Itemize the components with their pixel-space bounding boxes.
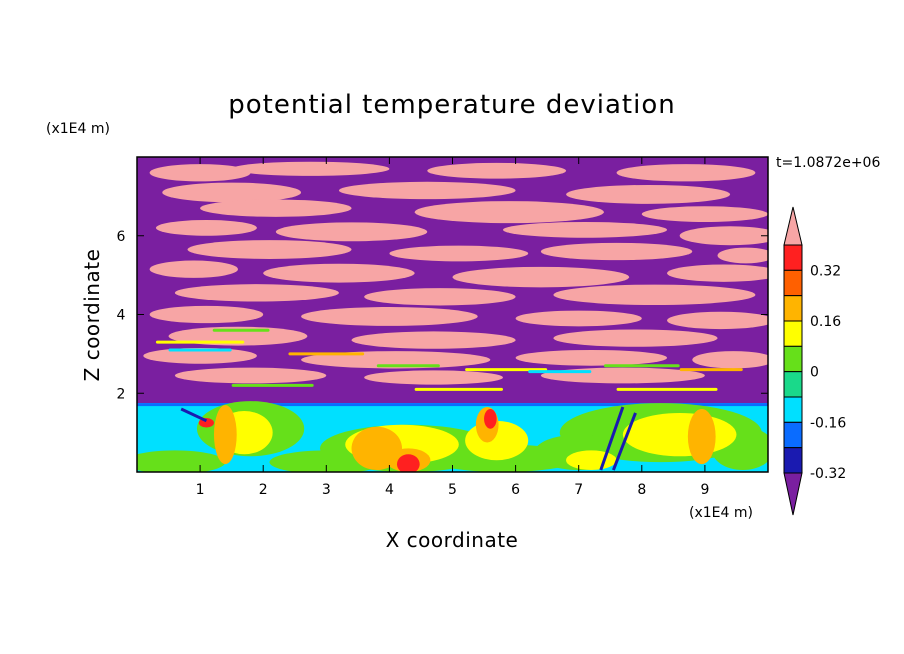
colorbar-box	[783, 269, 803, 297]
pink-streak	[364, 288, 516, 306]
filament	[168, 348, 232, 352]
x-tick-label: 4	[385, 482, 394, 498]
y-axis: 2 4 6	[117, 229, 768, 402]
pink-streak	[679, 226, 768, 246]
pink-streak	[553, 284, 756, 306]
plume-region	[396, 454, 420, 472]
plume-region	[622, 412, 737, 457]
pink-streak	[566, 184, 731, 204]
pink-streak	[351, 331, 516, 349]
y-tick-label: 6	[117, 229, 126, 245]
pink-streak	[667, 311, 768, 330]
x-tick-label: 1	[196, 482, 205, 498]
pink-streak	[162, 182, 302, 203]
pink-streak	[717, 247, 768, 264]
pink-streak	[502, 221, 668, 238]
downdraft-streak	[612, 412, 637, 471]
pink-streak	[174, 367, 327, 384]
pink-streak	[143, 347, 257, 364]
plume-region	[213, 405, 237, 465]
pink-streak	[231, 161, 390, 176]
pink-streak	[692, 351, 768, 369]
filament	[231, 383, 314, 387]
colorbar-box	[783, 295, 803, 322]
colorbar-extend-top	[783, 206, 803, 246]
pink-streak	[667, 264, 768, 282]
colorbar-box	[783, 244, 803, 271]
pink-streak	[641, 206, 768, 222]
pink-streak	[427, 162, 567, 179]
plume-region	[566, 450, 617, 471]
boundary-edge	[137, 403, 768, 407]
filament	[616, 387, 718, 391]
x-axis-title: X coordinate	[386, 528, 519, 552]
pink-streak	[149, 260, 238, 278]
x-unit-label: (x1E4 m)	[689, 505, 753, 521]
contour-field	[137, 157, 768, 472]
colorbar-box	[783, 447, 803, 474]
filament	[414, 387, 503, 391]
colorbar-label: 0.32	[810, 263, 841, 279]
y-axis-title: Z coordinate	[80, 249, 104, 382]
y-unit-label: (x1E4 m)	[46, 121, 110, 137]
pink-streak	[275, 222, 428, 242]
x-tick-label: 8	[637, 482, 646, 498]
colorbar-extend-bottom	[783, 472, 803, 516]
chart-title: potential temperature deviation	[228, 90, 675, 120]
pink-streak	[616, 164, 756, 182]
pink-streak	[149, 305, 264, 324]
downdraft-streak	[180, 407, 208, 423]
plume-region	[137, 450, 226, 472]
pink-streak	[174, 284, 339, 302]
plume-region	[484, 409, 497, 429]
pink-streak	[364, 370, 503, 385]
colorbar-box	[783, 320, 803, 347]
pink-streak	[389, 245, 529, 262]
filament	[679, 368, 743, 372]
x-tick-label: 9	[700, 482, 709, 498]
pink-streak	[301, 307, 478, 326]
colorbar-label: -0.32	[810, 466, 846, 482]
filament	[603, 364, 680, 368]
colorbar-box	[783, 371, 803, 398]
pink-streak	[263, 263, 415, 283]
pink-streak	[301, 351, 491, 369]
x-axis: 1 2 3 4 5 6 7 8 9	[196, 157, 709, 498]
time-label: t=1.0872e+06	[776, 155, 880, 171]
x-tick-label: 5	[448, 482, 457, 498]
filament	[288, 352, 365, 356]
pink-streak	[515, 310, 642, 327]
x-tick-label: 3	[322, 482, 331, 498]
colorbar-box	[783, 345, 803, 373]
colorbar-box	[783, 421, 803, 449]
filament	[528, 370, 592, 374]
pink-streak	[200, 199, 352, 217]
colorbar-box	[783, 396, 803, 423]
y-tick-label: 4	[117, 308, 126, 324]
pink-streak	[540, 242, 693, 261]
filament	[376, 364, 440, 368]
filament	[465, 368, 548, 372]
plume-region	[687, 409, 716, 465]
pink-streak	[452, 266, 630, 288]
filament	[212, 328, 270, 332]
pink-streak	[414, 201, 604, 224]
y-tick-label: 2	[117, 386, 126, 402]
x-tick-label: 6	[511, 482, 520, 498]
filament	[155, 340, 245, 344]
pink-streak	[187, 240, 352, 259]
x-tick-label: 7	[574, 482, 583, 498]
pink-streak	[338, 181, 516, 200]
x-tick-label: 2	[259, 482, 268, 498]
colorbar-label: 0.16	[810, 314, 841, 330]
colorbar: 0.32 0.16 0 -0.16 -0.32	[783, 206, 846, 516]
pink-streak	[149, 164, 251, 182]
colorbar-label: 0	[810, 365, 819, 381]
pink-streak	[155, 220, 257, 236]
pink-streak	[553, 329, 718, 347]
pink-streak	[515, 349, 668, 366]
colorbar-label: -0.16	[810, 415, 846, 431]
downdraft-streak	[599, 406, 625, 471]
